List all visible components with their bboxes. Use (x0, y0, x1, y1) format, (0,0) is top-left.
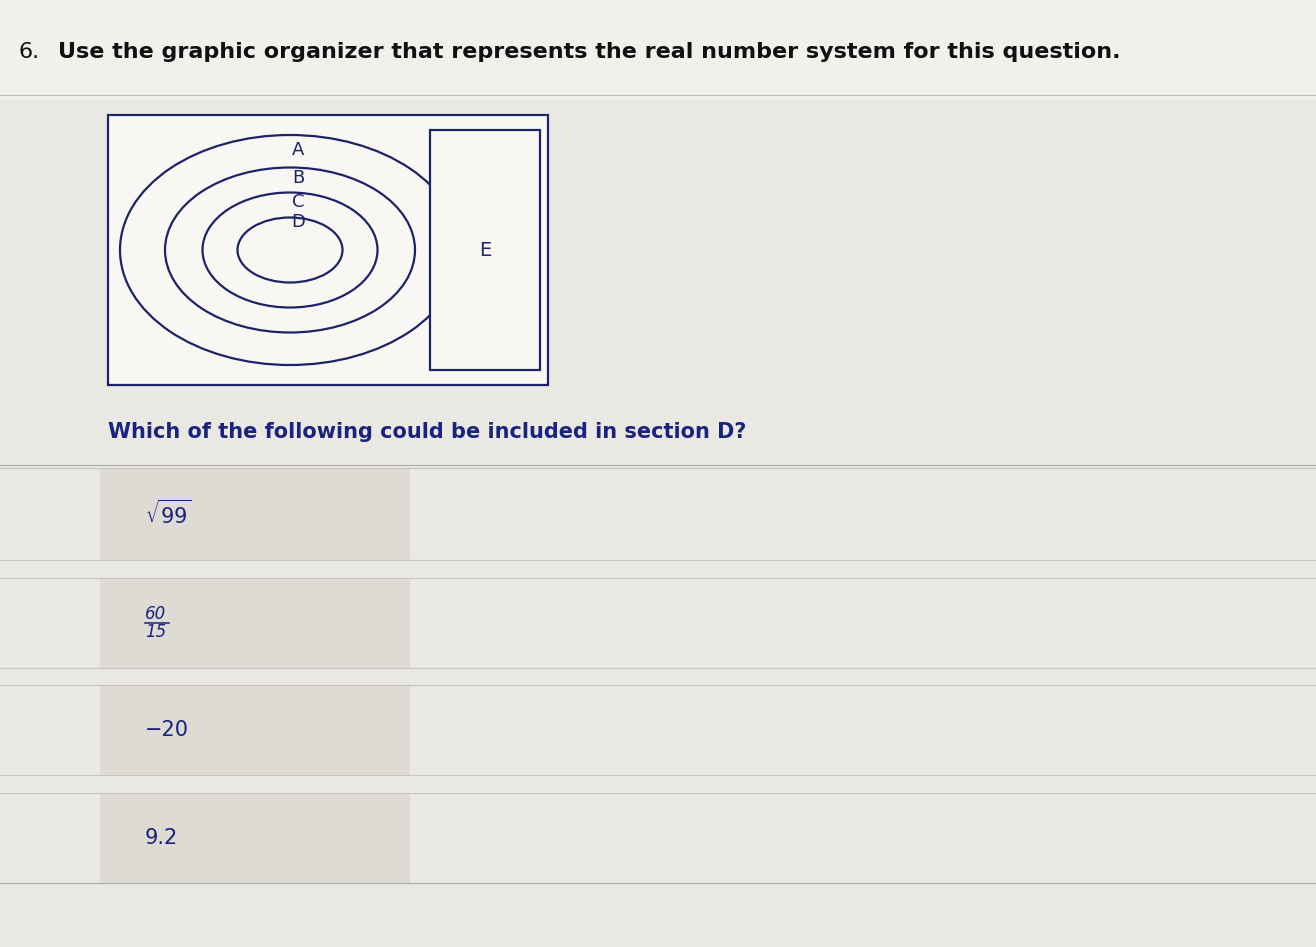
Bar (100, 793, 411, 883)
Text: C: C (292, 193, 304, 211)
Bar (430, 130, 540, 370)
Text: 6.: 6. (18, 42, 39, 62)
Text: 9.2: 9.2 (145, 828, 178, 848)
Bar (0, 0, 1316, 100)
Text: B: B (292, 169, 304, 187)
Bar (108, 115, 547, 385)
Text: D: D (291, 213, 305, 231)
Text: −20: −20 (145, 720, 190, 740)
Text: $\sqrt{99}$: $\sqrt{99}$ (145, 500, 191, 528)
Text: Which of the following could be included in section D?: Which of the following could be included… (108, 422, 746, 442)
Text: E: E (479, 241, 491, 259)
Text: 60: 60 (145, 605, 166, 623)
Text: 15: 15 (145, 623, 166, 641)
Bar (100, 578, 411, 668)
Text: Use the graphic organizer that represents the real number system for this questi: Use the graphic organizer that represent… (58, 42, 1120, 62)
Bar (100, 468, 411, 560)
Bar (100, 685, 411, 775)
Text: A: A (292, 141, 304, 159)
